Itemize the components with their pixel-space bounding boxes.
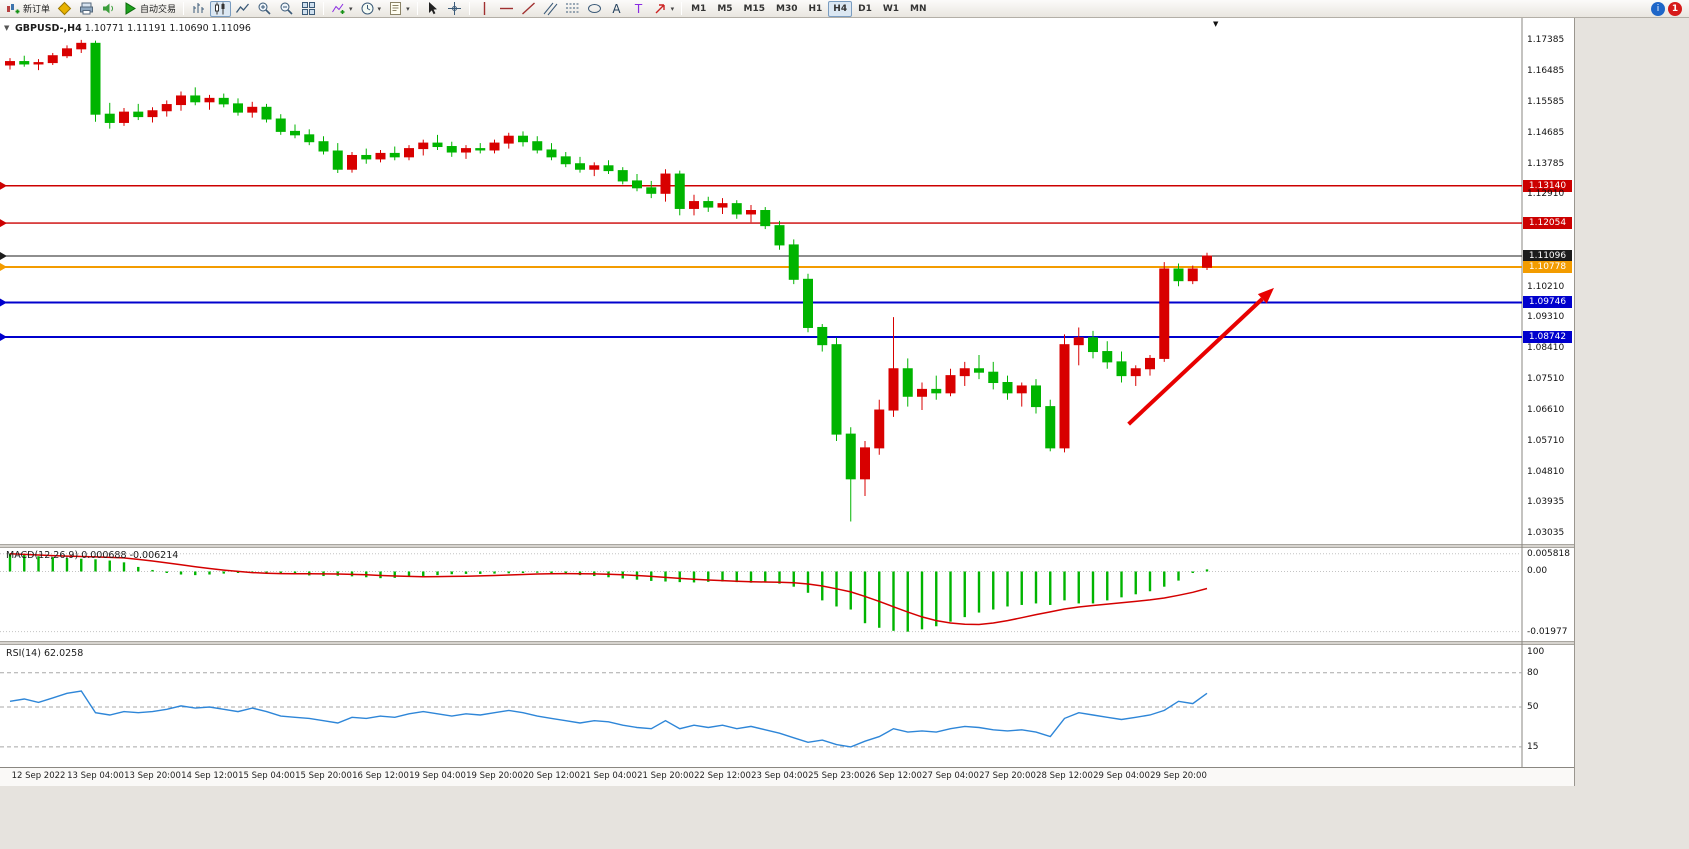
svg-text:T: T (633, 2, 642, 16)
indicators-button[interactable]: ▾ (328, 1, 356, 17)
new-order-icon (7, 4, 20, 14)
symbol-period-label: GBPUSD-,H4 (15, 23, 82, 34)
indicators-icon (332, 3, 345, 14)
timeframe-m15-button[interactable]: M15 (743, 3, 766, 14)
cursor-button[interactable] (422, 1, 443, 17)
bar-chart-icon (193, 3, 205, 13)
zoom-in-button[interactable] (254, 1, 275, 17)
crosshair-icon (447, 2, 461, 15)
macd-signal-value: -0.006214 (129, 550, 179, 561)
dropdown-caret-icon: ▾ (377, 4, 382, 13)
zoom-in-icon (258, 2, 271, 15)
toolbar-separator (468, 2, 470, 15)
timeframe-h4-button[interactable]: H4 (828, 0, 853, 17)
print-icon (80, 2, 94, 15)
collapse-triangle-icon[interactable]: ▼ (4, 24, 10, 32)
bar-chart-button[interactable] (188, 1, 209, 17)
periods-button[interactable]: ▾ (357, 1, 385, 17)
time-axis[interactable] (0, 767, 1574, 786)
shapes-button[interactable] (584, 1, 605, 17)
tile-windows-icon (302, 2, 316, 15)
rsi-label: RSI(14) (6, 648, 41, 659)
autotrading-button[interactable]: 自动交易 (120, 1, 179, 17)
equidistant-channel-icon (543, 2, 557, 16)
zoom-out-icon (280, 2, 293, 15)
candlestick-chart-button[interactable] (210, 0, 232, 17)
channel-button[interactable] (540, 1, 561, 17)
ellipse-shape-icon (587, 4, 601, 13)
timeframe-m1-button[interactable]: M1 (691, 3, 707, 14)
right-gutter (1574, 18, 1689, 786)
metaeditor-button[interactable] (54, 1, 75, 17)
horizontal-line-icon (499, 7, 513, 10)
arrows-button[interactable]: ▾ (650, 1, 678, 17)
new-order-button[interactable]: 新订单 (3, 1, 53, 17)
window-bottom-area (0, 786, 1689, 849)
autotrading-play-icon (125, 2, 136, 15)
crosshair-button[interactable] (444, 1, 465, 17)
main-chart-panel[interactable] (0, 18, 1574, 544)
toolbar: 新订单 自动交易 (0, 0, 1689, 18)
template-icon (390, 2, 402, 15)
trendline-icon (521, 2, 535, 15)
timeframe-h1-button[interactable]: H1 (808, 3, 823, 14)
chart-title: GBPUSD-,H4 1.10771 1.11191 1.10690 1.110… (15, 23, 251, 34)
text-icon: A (612, 2, 621, 16)
rsi-panel[interactable] (0, 645, 1574, 767)
templates-button[interactable]: ▾ (385, 1, 413, 17)
dropdown-caret-icon: ▾ (406, 4, 410, 13)
chart-shift-marker-icon[interactable]: ▼ (1213, 20, 1219, 28)
vertical-line-button[interactable] (474, 1, 495, 17)
line-chart-button[interactable] (232, 1, 253, 17)
tile-windows-button[interactable] (298, 1, 319, 17)
timeframe-m30-button[interactable]: M30 (776, 3, 798, 14)
panel-separator-rsi[interactable] (0, 641, 1574, 645)
line-chart-icon (236, 3, 250, 13)
rsi-title: RSI(14) 62.0258 (6, 648, 83, 659)
cursor-icon (428, 2, 437, 15)
autotrading-label: 自动交易 (140, 5, 177, 15)
timeframe-d1-button[interactable]: D1 (858, 3, 872, 14)
svg-text:A: A (612, 2, 621, 16)
dropdown-caret-icon: ▾ (349, 4, 353, 13)
fibonacci-button[interactable] (562, 1, 583, 17)
new-order-label: 新订单 (23, 5, 51, 15)
text-label-icon: T (633, 2, 642, 16)
macd-panel[interactable] (0, 548, 1574, 641)
fibonacci-icon (565, 3, 579, 13)
print-button[interactable] (76, 1, 97, 17)
community-icon[interactable]: i (1651, 1, 1665, 16)
trendline-button[interactable] (518, 1, 539, 17)
alerts-button[interactable] (98, 1, 119, 17)
clock-icon (361, 2, 374, 15)
speaker-icon (103, 3, 114, 14)
macd-main-value: 0.000688 (81, 550, 127, 561)
rsi-value: 62.0258 (43, 648, 84, 659)
text-label-button[interactable]: T (628, 1, 649, 17)
panel-separator-macd[interactable] (0, 544, 1574, 548)
notification-badge[interactable]: 1 (1668, 1, 1682, 16)
macd-label: MACD(12,26,9) (6, 550, 79, 561)
dropdown-caret-icon: ▾ (670, 4, 675, 13)
metaeditor-icon (57, 1, 72, 16)
text-button[interactable]: A (606, 1, 627, 17)
ohlc-values: 1.10771 1.11191 1.10690 1.11096 (84, 23, 251, 34)
timeframe-mn-button[interactable]: MN (910, 3, 927, 14)
toolbar-separator (681, 2, 683, 15)
toolbar-separator (416, 2, 418, 15)
candlestick-chart-icon (215, 2, 225, 15)
toolbar-separator (323, 2, 325, 15)
vertical-line-icon (483, 2, 485, 15)
arrow-tool-icon (655, 4, 665, 14)
zoom-out-button[interactable] (276, 1, 297, 17)
horizontal-line-button[interactable] (496, 1, 517, 17)
macd-title: MACD(12,26,9) 0.000688 -0.006214 (6, 550, 178, 561)
toolbar-separator (183, 2, 185, 15)
timeframe-m5-button[interactable]: M5 (717, 3, 733, 14)
timeframe-w1-button[interactable]: W1 (882, 3, 900, 14)
